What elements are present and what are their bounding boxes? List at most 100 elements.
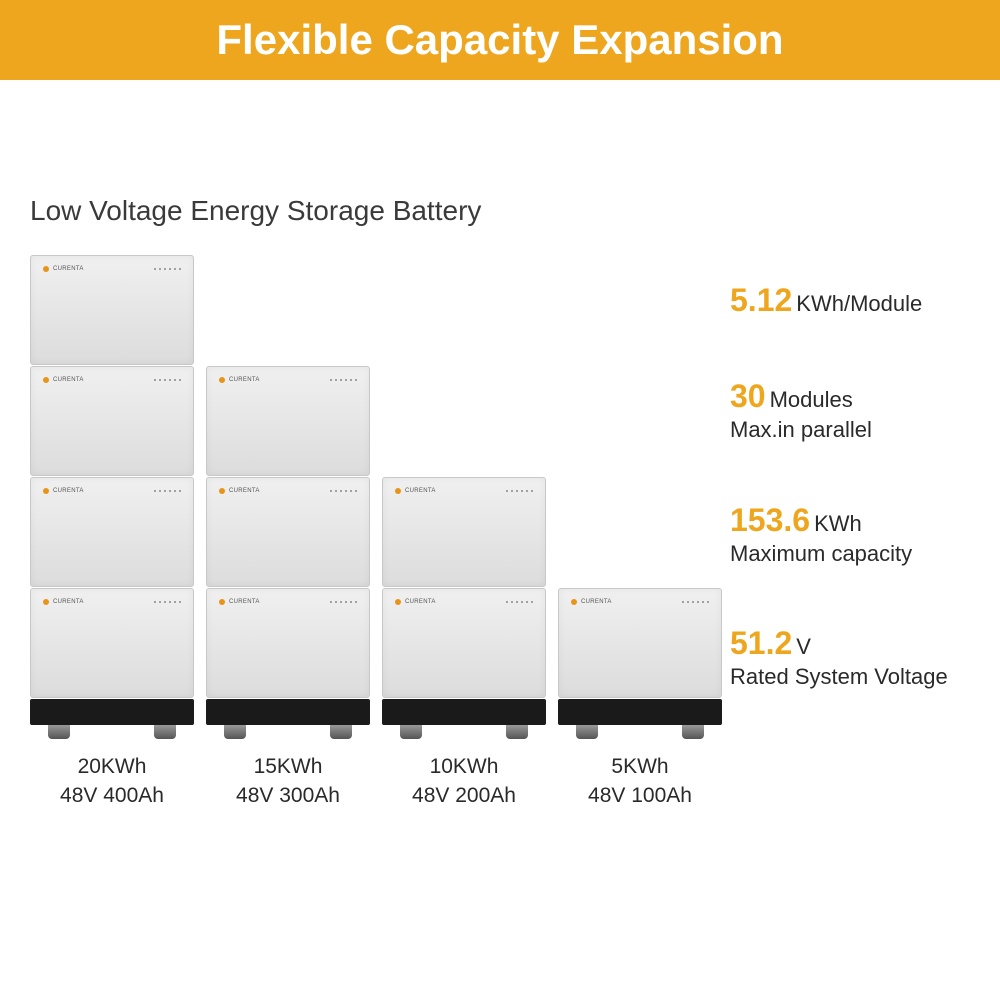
- led-icon: [169, 379, 171, 381]
- battery-module: CURENTA: [382, 588, 546, 698]
- led-icon: [521, 601, 523, 603]
- spec-value: 30: [730, 378, 766, 414]
- led-icon: [340, 379, 342, 381]
- led-icon: [702, 601, 704, 603]
- led-icon: [335, 601, 337, 603]
- brand-dot-icon: [219, 377, 225, 383]
- stack-label: 15KWh48V 300Ah: [236, 753, 340, 810]
- led-icon: [340, 490, 342, 492]
- spec-unit: V: [796, 634, 811, 659]
- brand-dot-icon: [395, 599, 401, 605]
- led-icon: [340, 601, 342, 603]
- led-row: [330, 601, 357, 603]
- led-icon: [330, 379, 332, 381]
- led-icon: [697, 601, 699, 603]
- led-icon: [164, 379, 166, 381]
- brand-dot-icon: [43, 488, 49, 494]
- led-icon: [516, 601, 518, 603]
- led-icon: [154, 379, 156, 381]
- stack-feet: [30, 725, 194, 739]
- stack-rating: 48V 200Ah: [412, 782, 516, 810]
- brand-label: CURENTA: [405, 599, 436, 605]
- stack-feet: [206, 725, 370, 739]
- module-stack: CURENTA: [558, 588, 722, 698]
- spec-value: 153.6: [730, 502, 810, 538]
- brand-dot-icon: [43, 266, 49, 272]
- header-banner: Flexible Capacity Expansion: [0, 0, 1000, 80]
- module-top-panel: CURENTA: [395, 597, 533, 607]
- led-icon: [682, 601, 684, 603]
- stack-base: [30, 699, 194, 725]
- stack-capacity: 5KWh: [588, 753, 692, 781]
- led-icon: [174, 379, 176, 381]
- led-icon: [159, 490, 161, 492]
- stack-feet: [382, 725, 546, 739]
- led-row: [154, 490, 181, 492]
- stack-rating: 48V 100Ah: [588, 782, 692, 810]
- brand-label: CURENTA: [53, 266, 84, 272]
- module-top-panel: CURENTA: [571, 597, 709, 607]
- led-icon: [350, 601, 352, 603]
- led-icon: [174, 490, 176, 492]
- brand-label: CURENTA: [53, 488, 84, 494]
- stack-label: 5KWh48V 100Ah: [588, 753, 692, 810]
- spec-unit: KWh/Module: [796, 291, 922, 316]
- stack-capacity: 10KWh: [412, 753, 516, 781]
- foot-icon: [576, 725, 598, 739]
- led-row: [330, 490, 357, 492]
- led-icon: [531, 601, 533, 603]
- foot-icon: [330, 725, 352, 739]
- led-row: [682, 601, 709, 603]
- stack-capacity: 20KWh: [60, 753, 164, 781]
- led-icon: [164, 268, 166, 270]
- led-icon: [169, 490, 171, 492]
- led-row: [154, 601, 181, 603]
- stack-label: 10KWh48V 200Ah: [412, 753, 516, 810]
- spec-row: 30Modules: [730, 376, 960, 416]
- foot-icon: [224, 725, 246, 739]
- battery-module: CURENTA: [206, 477, 370, 587]
- led-icon: [159, 379, 161, 381]
- led-icon: [335, 490, 337, 492]
- brand-label: CURENTA: [229, 488, 260, 494]
- led-row: [330, 379, 357, 381]
- brand-label: CURENTA: [53, 599, 84, 605]
- led-icon: [179, 268, 181, 270]
- led-icon: [511, 490, 513, 492]
- led-icon: [355, 490, 357, 492]
- module-top-panel: CURENTA: [395, 486, 533, 496]
- stack-rating: 48V 300Ah: [236, 782, 340, 810]
- module-top-panel: CURENTA: [43, 486, 181, 496]
- subtitle: Low Voltage Energy Storage Battery: [30, 195, 481, 227]
- foot-icon: [506, 725, 528, 739]
- module-top-panel: CURENTA: [43, 264, 181, 274]
- led-row: [154, 379, 181, 381]
- spec-item: 153.6KWhMaximum capacity: [730, 500, 960, 568]
- spec-value: 51.2: [730, 625, 792, 661]
- foot-icon: [682, 725, 704, 739]
- led-icon: [350, 490, 352, 492]
- led-icon: [164, 601, 166, 603]
- stack-feet: [558, 725, 722, 739]
- spec-row: 51.2V: [730, 623, 960, 663]
- led-icon: [345, 601, 347, 603]
- led-icon: [335, 379, 337, 381]
- stack-base: [558, 699, 722, 725]
- brand-dot-icon: [571, 599, 577, 605]
- led-icon: [531, 490, 533, 492]
- led-icon: [687, 601, 689, 603]
- led-icon: [179, 379, 181, 381]
- led-icon: [179, 601, 181, 603]
- led-icon: [511, 601, 513, 603]
- brand-label: CURENTA: [229, 377, 260, 383]
- stack-capacity: 15KWh: [236, 753, 340, 781]
- module-stack: CURENTACURENTACURENTACURENTA: [30, 255, 194, 698]
- led-icon: [154, 601, 156, 603]
- led-icon: [174, 601, 176, 603]
- led-icon: [355, 601, 357, 603]
- led-icon: [179, 490, 181, 492]
- led-icon: [350, 379, 352, 381]
- led-icon: [154, 490, 156, 492]
- led-icon: [159, 601, 161, 603]
- spec-unit: Modules: [770, 387, 853, 412]
